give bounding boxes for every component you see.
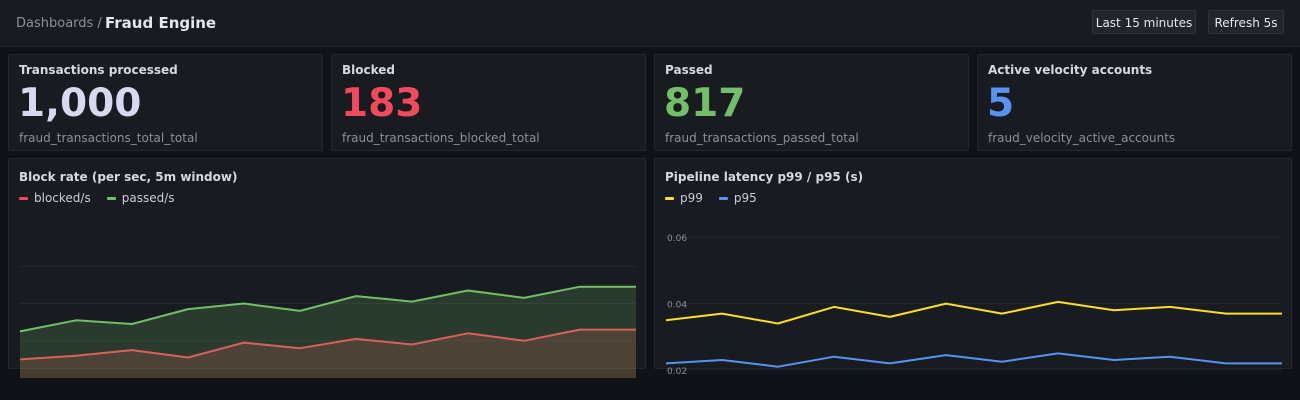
stat-title: Blocked — [342, 63, 396, 77]
chart-plot-area: 0.02 0.04 0.06 — [665, 234, 1282, 377]
legend-label: passed/s — [121, 191, 175, 205]
chart-panel-block-rate: Block rate (per sec, 5m window) blocked/… — [8, 158, 646, 378]
stat-metric-name: fraud_transactions_passed_total — [665, 131, 859, 145]
stat-value: 183 — [341, 81, 423, 126]
refresh-button[interactable]: Refresh 5s — [1208, 10, 1284, 34]
y-tick-label: 0.06 — [667, 234, 687, 244]
chart-title: Block rate (per sec, 5m window) — [19, 170, 238, 184]
legend-swatch — [718, 196, 728, 200]
stat-metric-name: fraud_velocity_active_accounts — [988, 131, 1176, 145]
chart-legend: blocked/s passed/s — [19, 191, 175, 205]
stat-metric-name: fraud_transactions_total_total — [19, 131, 198, 145]
stat-panel-transactions: Transactions processed 1,000 fraud_trans… — [8, 54, 323, 151]
stat-panel-passed: Passed 817 fraud_transactions_passed_tot… — [654, 54, 969, 151]
legend-label: blocked/s — [34, 191, 91, 205]
page-title: Fraud Engine — [105, 14, 217, 32]
legend-item-blocked[interactable]: blocked/s — [19, 191, 91, 205]
stat-title: Passed — [665, 63, 713, 77]
legend-swatch — [19, 196, 28, 200]
breadcrumb-parent[interactable]: Dashboards / — [16, 16, 102, 31]
legend-swatch — [665, 196, 674, 200]
stat-title: Active velocity accounts — [988, 63, 1153, 77]
series-line-passeds[interactable] — [19, 285, 636, 333]
time-range-button[interactable]: Last 15 minutes — [1092, 10, 1196, 34]
stat-panel-blocked: Blocked 183 fraud_transactions_blocked_t… — [331, 54, 646, 151]
legend-label: p99 — [680, 191, 703, 205]
chart-panel-latency: Pipeline latency p99 / p95 (s) p99 p95 0… — [654, 158, 1292, 377]
stat-value: 1,000 — [18, 81, 142, 126]
stat-title: Transactions processed — [19, 63, 178, 77]
series-area-passeds — [20, 286, 636, 378]
chart-legend: p99 p95 — [665, 191, 757, 205]
stat-panel-velocity: Active velocity accounts 5 fraud_velocit… — [977, 54, 1292, 151]
top-bar: Dashboards / Fraud Engine Last 15 minute… — [0, 0, 1300, 47]
y-tick-label: 0.02 — [667, 367, 687, 377]
series-line-p99[interactable] — [665, 300, 1282, 325]
stat-value: 817 — [664, 81, 746, 126]
stat-value: 5 — [987, 81, 1015, 126]
legend-item-p95[interactable]: p95 — [718, 191, 757, 205]
series-area-blockeds — [20, 329, 636, 378]
series-line-blockeds[interactable] — [19, 328, 636, 361]
legend-item-p99[interactable]: p99 — [665, 191, 703, 205]
legend-item-passed[interactable]: passed/s — [106, 191, 175, 205]
legend-label: p95 — [733, 191, 757, 205]
legend-swatch — [106, 196, 116, 200]
series-line-p95[interactable] — [665, 352, 1282, 368]
chart-plot-area — [19, 265, 636, 378]
stat-metric-name: fraud_transactions_blocked_total — [342, 131, 540, 145]
chart-title: Pipeline latency p99 / p95 (s) — [665, 170, 864, 184]
y-tick-label: 0.04 — [667, 301, 687, 311]
